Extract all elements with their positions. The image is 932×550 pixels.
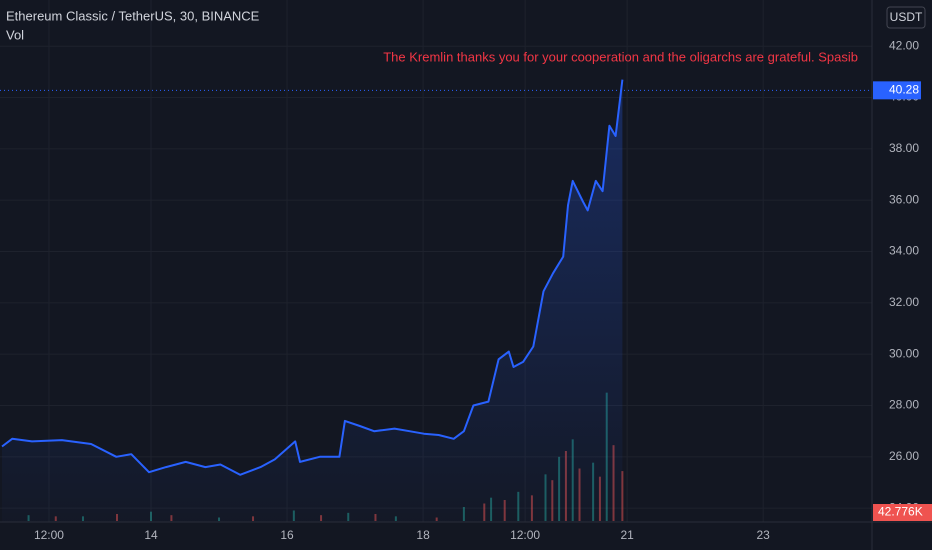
last-price-box <box>873 81 921 100</box>
price-area <box>2 79 623 522</box>
currency-label[interactable]: USDT <box>890 10 923 24</box>
last-price-label: 40.28 <box>889 83 919 97</box>
annotation: The Kremlin thanks you for your cooperat… <box>383 49 858 64</box>
currency-button[interactable] <box>886 6 926 29</box>
last-volume-label: 42.776K <box>878 505 923 519</box>
x-tick-label: 18 <box>416 528 430 542</box>
x-tick-label: 12:00 <box>510 528 540 542</box>
x-tick-label: 16 <box>280 528 294 542</box>
y-tick-label: 26.00 <box>889 449 919 463</box>
symbol-title: Ethereum Classic / TetherUS, 30, BINANCE <box>6 8 260 23</box>
last-volume-box <box>873 504 932 521</box>
x-tick-label: 12:00 <box>34 528 64 542</box>
y-tick-label: 30.00 <box>889 346 919 360</box>
y-tick-label: 36.00 <box>889 192 919 206</box>
y-tick-label: 34.00 <box>889 244 919 258</box>
price-line <box>1 79 624 476</box>
x-tick-label: 23 <box>756 528 770 542</box>
x-tick-label: 21 <box>620 528 634 542</box>
y-tick-label: 38.00 <box>889 141 919 155</box>
x-tick-label: 14 <box>144 528 158 542</box>
volume-indicator: Vol <box>6 27 24 42</box>
y-tick-label: 42.00 <box>889 38 919 52</box>
y-tick-label: 28.00 <box>889 398 919 412</box>
y-tick-label: 32.00 <box>889 295 919 309</box>
